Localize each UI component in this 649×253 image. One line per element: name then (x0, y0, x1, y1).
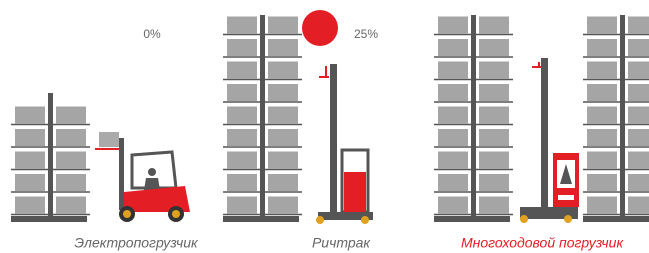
box (438, 39, 468, 56)
box (438, 84, 468, 101)
box (479, 174, 509, 191)
box (628, 174, 649, 191)
box (587, 129, 617, 146)
box (56, 174, 86, 191)
box (227, 107, 257, 124)
box (628, 107, 649, 124)
rack-base (583, 216, 649, 222)
box (628, 62, 649, 79)
box (587, 152, 617, 169)
box (587, 197, 617, 214)
box (438, 107, 468, 124)
box (479, 152, 509, 169)
rack-base (434, 216, 510, 222)
caption: Электропогрузчик (74, 235, 199, 251)
box (587, 17, 617, 34)
box (438, 17, 468, 34)
reach-truck (302, 10, 373, 224)
box (15, 197, 45, 214)
forklift-comparison: 0% 25% Электропогрузчик Ричтрак Многоход… (0, 0, 649, 253)
percent-label: 0% (143, 27, 161, 41)
box (268, 107, 298, 124)
percent-label: 25% (354, 27, 378, 41)
caption: Ричтрак (312, 235, 371, 251)
box (587, 39, 617, 56)
box (56, 129, 86, 146)
box (15, 129, 45, 146)
pole (620, 15, 625, 222)
box (628, 17, 649, 34)
caption: Многоходовой погрузчик (461, 235, 624, 251)
pole (48, 93, 53, 222)
rack-base (11, 216, 87, 222)
box (479, 39, 509, 56)
box (587, 174, 617, 191)
box (15, 174, 45, 191)
box (479, 17, 509, 34)
box (268, 152, 298, 169)
box (587, 84, 617, 101)
box (268, 62, 298, 79)
box (227, 129, 257, 146)
box (438, 62, 468, 79)
box (268, 129, 298, 146)
box (628, 84, 649, 101)
box (628, 39, 649, 56)
box (268, 17, 298, 34)
pole (471, 15, 476, 222)
box (479, 62, 509, 79)
rack-base (223, 216, 299, 222)
box (479, 84, 509, 101)
box (227, 17, 257, 34)
box (628, 152, 649, 169)
box (268, 174, 298, 191)
box (227, 39, 257, 56)
box (587, 107, 617, 124)
box (15, 152, 45, 169)
box (56, 107, 86, 124)
box (56, 152, 86, 169)
box (268, 84, 298, 101)
box (438, 152, 468, 169)
box (227, 197, 257, 214)
box (438, 129, 468, 146)
box (438, 174, 468, 191)
box (268, 197, 298, 214)
box (479, 197, 509, 214)
pole (260, 15, 265, 222)
box (628, 129, 649, 146)
box (587, 62, 617, 79)
order-picker (520, 58, 579, 223)
box (227, 152, 257, 169)
box (479, 129, 509, 146)
box (227, 62, 257, 79)
box (479, 107, 509, 124)
box (268, 39, 298, 56)
box (227, 174, 257, 191)
electric-forklift (95, 132, 190, 222)
box (438, 197, 468, 214)
box (227, 84, 257, 101)
box (15, 107, 45, 124)
box (628, 197, 649, 214)
box (56, 197, 86, 214)
